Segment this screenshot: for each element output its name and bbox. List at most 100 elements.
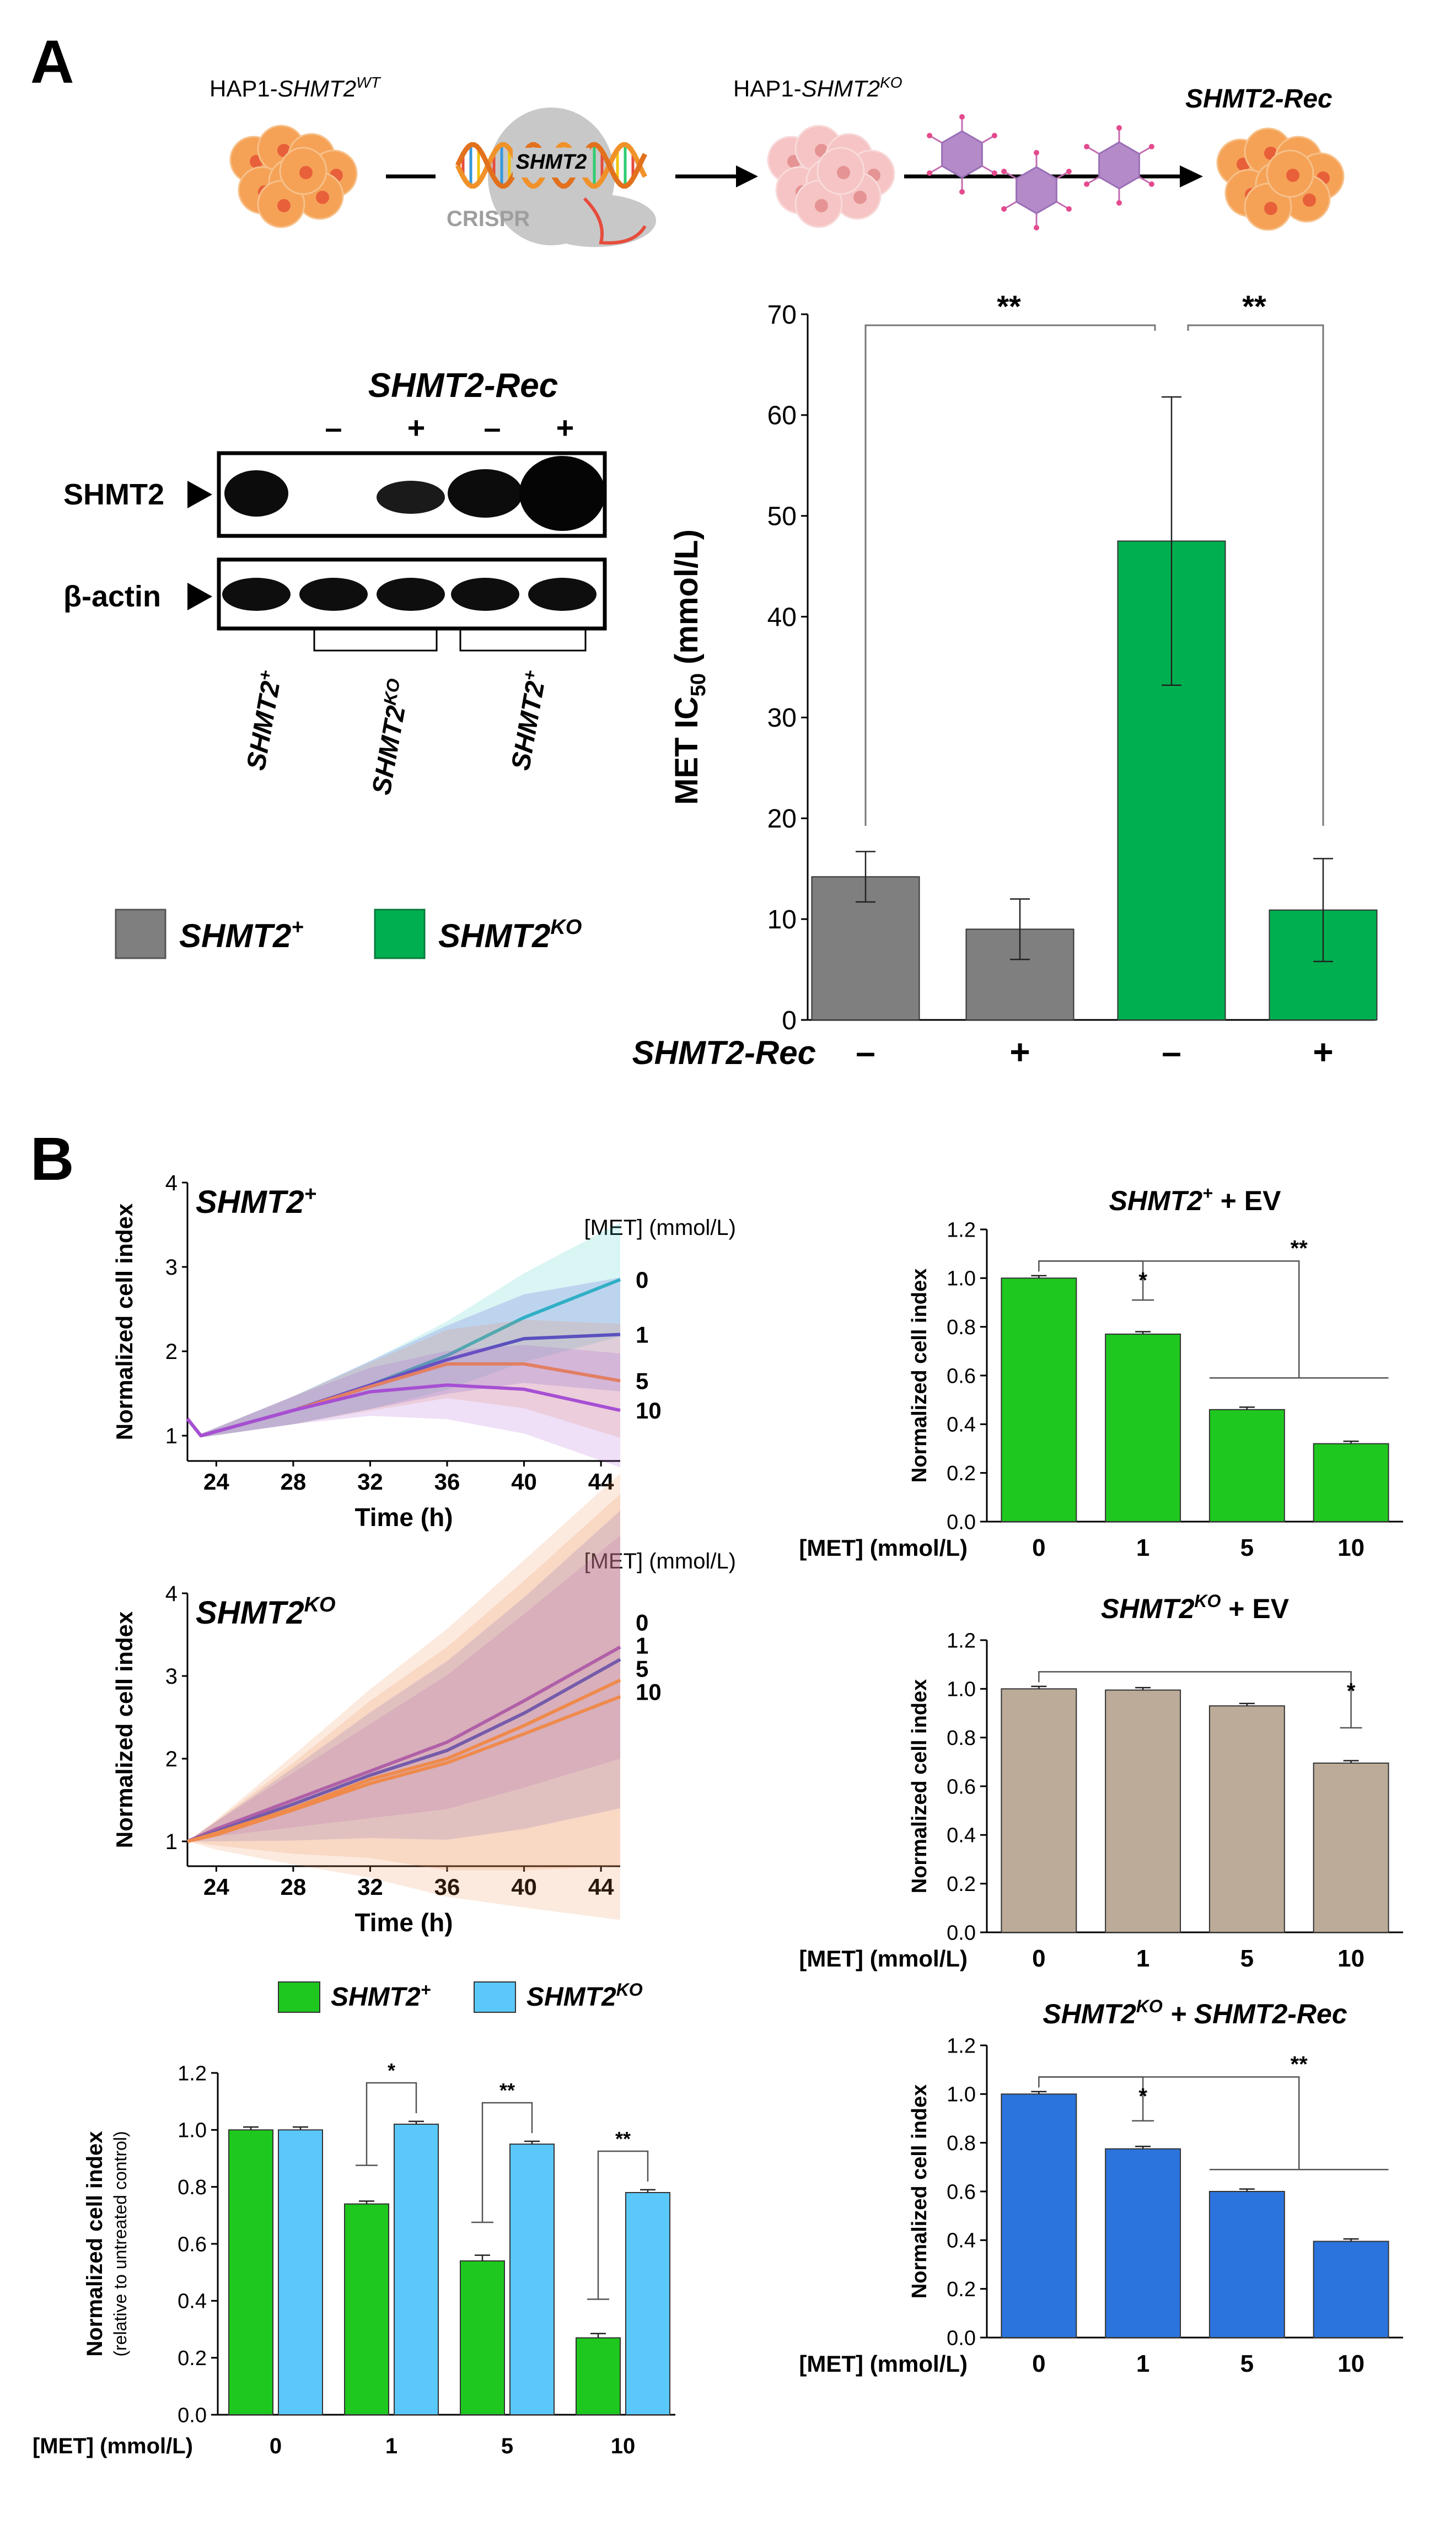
y-axis-label: Normalized cell index bbox=[908, 2085, 931, 2299]
x-tick-label: 0 bbox=[1032, 2350, 1045, 2377]
x-tick-label: 1 bbox=[1136, 1534, 1149, 1561]
y-tick-label: 0.8 bbox=[947, 1316, 976, 1339]
chart-title-gene: SHMT2 bbox=[1043, 1998, 1136, 2029]
virus-spike-tip bbox=[1116, 200, 1122, 206]
chart-title-gene: SHMT2 bbox=[1109, 1185, 1203, 1216]
chart-title-gene: SHMT2 bbox=[196, 1184, 304, 1220]
legend-label: SHMT2+ bbox=[331, 1980, 431, 2012]
y-axis-label-sub: 50 bbox=[687, 673, 710, 696]
y-tick-label: 2 bbox=[165, 1747, 178, 1771]
x-tick-label: 40 bbox=[511, 1874, 537, 1900]
chart-title-rest: + SHMT2-Rec bbox=[1163, 1998, 1347, 2029]
sig-bracket bbox=[1039, 2076, 1300, 2170]
x-tick-label: 0 bbox=[1032, 1945, 1045, 1972]
actin-row-arrow bbox=[187, 583, 212, 610]
sig-label: * bbox=[1138, 1268, 1147, 1292]
chart-title-gene: SHMT2 bbox=[1101, 1593, 1195, 1624]
x-tick-label: + bbox=[1313, 1032, 1333, 1072]
cell-nucleus bbox=[853, 191, 867, 204]
x-axis-label: [MET] (mmol/L) bbox=[799, 1946, 968, 1971]
cell-nucleus bbox=[815, 199, 828, 212]
virus-spike-tip bbox=[1066, 169, 1072, 174]
sig-bracket bbox=[597, 2150, 649, 2300]
cell-nucleus bbox=[277, 199, 291, 212]
y-tick-label: 0.2 bbox=[947, 1462, 976, 1485]
crispr-label: CRISPR bbox=[447, 207, 530, 231]
y-tick-label: 0.0 bbox=[178, 2404, 207, 2427]
sig-label: ** bbox=[615, 2128, 631, 2150]
sig-label: ** bbox=[997, 289, 1021, 324]
panel-label-b: B bbox=[30, 1125, 74, 1193]
bar bbox=[1208, 1409, 1285, 1522]
series-label: 10 bbox=[636, 1398, 662, 1423]
bar bbox=[1208, 1705, 1285, 1933]
lane-bracket-plus bbox=[459, 628, 587, 652]
dna-helix bbox=[455, 142, 648, 245]
chart-title-rest: + EV bbox=[1221, 1593, 1289, 1624]
band-actin-lane3 bbox=[377, 578, 445, 611]
virus-spike-tip bbox=[959, 114, 965, 120]
rec-cell-cluster bbox=[1216, 127, 1345, 231]
sig-label: * bbox=[1347, 1679, 1356, 1703]
y-tick-label: 4 bbox=[165, 1171, 178, 1195]
ko-cell-cluster bbox=[767, 125, 895, 228]
blot-actin-bands bbox=[222, 578, 597, 611]
sig-label: ** bbox=[1291, 1236, 1308, 1260]
series-label: 5 bbox=[636, 1368, 648, 1394]
virus-spike-tip bbox=[1148, 144, 1154, 149]
y-tick-label: 3 bbox=[165, 1255, 178, 1280]
x-tick-label: 32 bbox=[357, 1469, 383, 1495]
y-axis-label-main: Normalized cell index bbox=[83, 2131, 107, 2356]
x-axis-label: SHMT2-Rec bbox=[632, 1034, 816, 1071]
cell-nucleus bbox=[299, 166, 313, 179]
y-tick-label: 0.6 bbox=[947, 1775, 976, 1798]
x-axis-label: [MET] (mmol/L) bbox=[799, 2351, 968, 2377]
sig-bracket bbox=[481, 2102, 533, 2222]
virus-spike-tip bbox=[1066, 206, 1072, 212]
x-tick-label: – bbox=[1162, 1032, 1181, 1072]
virus-particle bbox=[1098, 141, 1140, 190]
virus-spike-tip bbox=[1034, 150, 1039, 155]
chart-title-sup: + bbox=[1202, 1183, 1213, 1203]
shmt2-row-label: SHMT2 bbox=[63, 478, 164, 511]
shmt2-row-arrow bbox=[187, 481, 212, 508]
western-blot: SHMT2-Rec – + – + SHMT2 β-actin SHMT2+ S… bbox=[63, 367, 607, 797]
legend-label-sup: + bbox=[421, 1980, 431, 2000]
arrow-head-2 bbox=[736, 165, 758, 187]
sig-label: ** bbox=[499, 2079, 515, 2102]
y-tick-label: 20 bbox=[767, 804, 797, 834]
series-error-band bbox=[187, 1494, 620, 1871]
western-sign-1: – bbox=[325, 410, 342, 445]
bar bbox=[1313, 1763, 1389, 1933]
series-label: 0 bbox=[636, 1267, 648, 1293]
sig-bracket bbox=[366, 2082, 417, 2166]
bar bbox=[1001, 1277, 1077, 1522]
cell-nucleus bbox=[837, 166, 850, 179]
y-tick-label: 4 bbox=[165, 1582, 178, 1606]
y-axis-label: Normalized cell index bbox=[111, 1203, 137, 1440]
x-tick-label: 44 bbox=[588, 1469, 614, 1495]
crispr-schematic: HAP1-SHMT2WT HAP1-SHMT2KO SHMT2-Rec SHMT… bbox=[209, 74, 1345, 247]
x-axis-label: [MET] (mmol/L) bbox=[33, 2434, 193, 2458]
chart-title-sup: KO bbox=[1136, 1996, 1163, 2016]
legend-genotype: SHMT2+ SHMT2KO bbox=[115, 909, 582, 959]
x-tick-label: 10 bbox=[1337, 2350, 1364, 2377]
series-error-band bbox=[187, 1511, 620, 1841]
virus-spike-tip bbox=[1148, 181, 1154, 187]
bar bbox=[1313, 2241, 1389, 2339]
bar bbox=[1208, 2191, 1285, 2338]
legend-title: [MET] (mmol/L) bbox=[584, 1216, 736, 1240]
legend-title: [MET] (mmol/L) bbox=[584, 1549, 736, 1573]
y-tick-label: 0.6 bbox=[947, 1364, 976, 1388]
crispr-graphic: SHMT2 CRISPR bbox=[447, 108, 656, 247]
virus-spike-tip bbox=[991, 170, 997, 176]
legend-swatch-plus bbox=[115, 909, 166, 959]
series-error-band bbox=[187, 1345, 620, 1468]
y-tick-label: 1.2 bbox=[947, 1218, 976, 1242]
legend-label: SHMT2KO bbox=[526, 1980, 643, 2012]
sig-label: * bbox=[388, 2059, 395, 2082]
chart-title: SHMT2+ bbox=[196, 1183, 316, 1220]
virus-spike-tip bbox=[927, 133, 933, 138]
y-tick-label: 0.6 bbox=[178, 2233, 207, 2256]
